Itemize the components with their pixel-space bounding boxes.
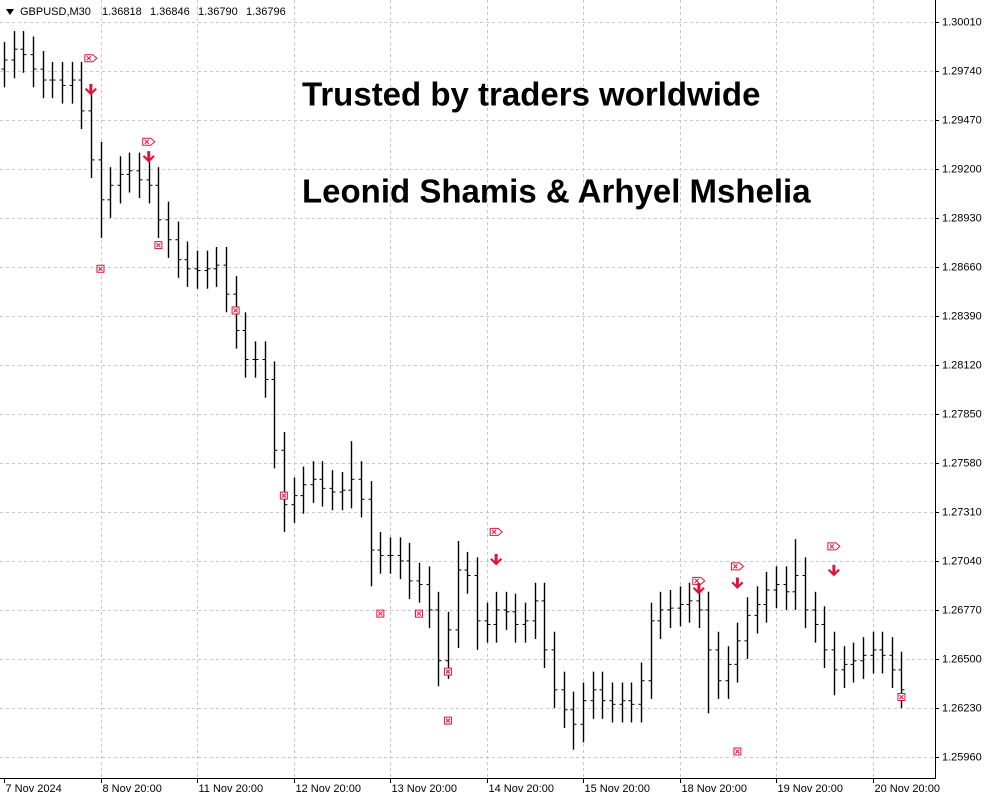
quote-open: 1.36818 xyxy=(102,6,142,18)
y-tick-label: 1.29470 xyxy=(942,114,982,126)
sell-arrow xyxy=(692,582,705,595)
annotation: Leonid Shamis & Arhyel Mshelia xyxy=(302,173,811,210)
y-tick-label: 1.28930 xyxy=(942,212,982,224)
x-tick-label: 8 Nov 20:00 xyxy=(103,783,162,795)
menu-triangle[interactable] xyxy=(6,9,14,15)
entry-flag xyxy=(730,562,745,571)
y-tick-label: 1.30010 xyxy=(942,16,982,28)
sell-arrow xyxy=(490,553,503,566)
entry-flag xyxy=(692,576,706,585)
x-tick-label: 18 Nov 20:00 xyxy=(682,783,747,795)
exit-marker xyxy=(231,306,240,315)
symbol: GBPUSD,M30 xyxy=(20,6,91,18)
entry-flag xyxy=(84,54,98,63)
y-tick-label: 1.27580 xyxy=(942,457,982,469)
exit-marker xyxy=(96,264,105,273)
exit-marker xyxy=(279,491,288,500)
annotation: Trusted by traders worldwide xyxy=(302,76,760,113)
y-tick-label: 1.27850 xyxy=(942,408,982,420)
entry-flag xyxy=(142,137,156,146)
quote-close: 1.36796 xyxy=(246,6,286,18)
x-tick-label: 19 Nov 20:00 xyxy=(778,783,843,795)
exit-marker xyxy=(414,609,423,618)
y-tick-label: 1.26500 xyxy=(942,653,982,665)
y-tick-label: 1.28390 xyxy=(942,310,982,322)
bars xyxy=(1,31,905,750)
exit-marker xyxy=(376,609,385,618)
y-tick-label: 1.26770 xyxy=(942,604,982,616)
y-tick-label: 1.28120 xyxy=(942,359,982,371)
sell-arrow xyxy=(827,564,840,577)
y-tick-label: 1.27310 xyxy=(942,506,982,518)
exit-marker xyxy=(897,693,906,702)
x-tick-label: 12 Nov 20:00 xyxy=(296,783,361,795)
exit-marker xyxy=(443,667,452,676)
x-tick-label: 11 Nov 20:00 xyxy=(199,783,264,795)
entry-flag xyxy=(489,527,503,536)
exit-marker xyxy=(443,716,452,725)
x-tick-label: 20 Nov 20:00 xyxy=(875,783,940,795)
quote-low: 1.36790 xyxy=(198,6,238,18)
exit-marker xyxy=(733,747,742,756)
sell-arrow xyxy=(142,151,155,163)
y-tick-label: 1.26230 xyxy=(942,702,982,714)
y-tick-label: 1.25960 xyxy=(942,751,982,763)
x-tick-label: 7 Nov 2024 xyxy=(6,783,62,795)
x-tick-label: 15 Nov 20:00 xyxy=(585,783,650,795)
entry-flag xyxy=(827,542,841,551)
exit-marker xyxy=(154,241,163,250)
y-tick-label: 1.28660 xyxy=(942,261,982,273)
y-tick-label: 1.27040 xyxy=(942,555,982,567)
signals xyxy=(84,54,906,756)
y-tick-label: 1.29740 xyxy=(942,65,982,77)
x-tick-label: 14 Nov 20:00 xyxy=(489,783,554,795)
sell-arrow xyxy=(84,83,97,96)
sell-arrow xyxy=(731,577,744,590)
y-tick-label: 1.29200 xyxy=(942,163,982,175)
x-tick-label: 13 Nov 20:00 xyxy=(392,783,457,795)
quote-high: 1.36846 xyxy=(150,6,190,18)
